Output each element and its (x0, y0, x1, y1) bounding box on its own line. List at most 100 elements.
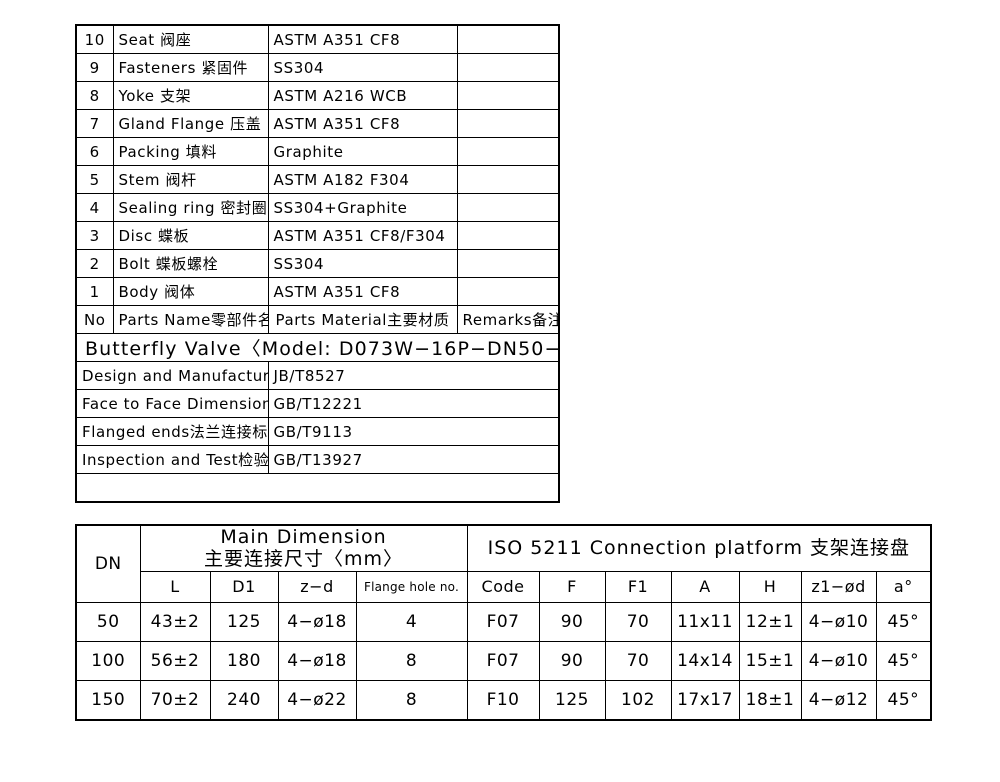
cell-z-d: 4−ø18 (277, 640, 357, 681)
part-no: 1 (75, 277, 114, 306)
cell-h: 12±1 (738, 601, 802, 642)
cell-d1: 240 (209, 679, 279, 721)
group-header-iso-line1: ISO 5211 Connection platform 支架连接盘 (487, 537, 911, 560)
cell-z1-od: 4−ø10 (800, 640, 877, 681)
cell-f: 90 (538, 601, 606, 642)
part-remarks (456, 24, 560, 54)
part-no: 4 (75, 193, 114, 222)
part-name: Packing 填料 (112, 137, 269, 166)
table-row: 3 Disc 蝶板 ASTM A351 CF8/F304 (75, 221, 560, 250)
column-header-remarks: Remarks备注 (456, 305, 560, 334)
cell-angle: 45° (875, 679, 933, 721)
standard-value: GB/T9113 (267, 417, 560, 446)
dimension-group-header-row: DN Main Dimension 主要连接尺寸〈mm〉 ISO 5211 Co… (75, 523, 933, 603)
cell-flange-hole-no: 8 (355, 679, 468, 721)
product-title-row: Butterfly Valve〈Model: D073W−16P−DN50−15… (75, 333, 560, 362)
part-remarks (456, 221, 560, 250)
part-no: 6 (75, 137, 114, 166)
table-row: 7 Gland Flange 压盖 ASTM A351 CF8 (75, 109, 560, 138)
part-no: 9 (75, 53, 114, 82)
column-header-flange-hole-no: Flange hole no. (355, 570, 468, 603)
part-material: SS304 (267, 53, 458, 82)
table-row: 2 Bolt 蝶板螺栓 SS304 (75, 249, 560, 278)
cell-z-d: 4−ø18 (277, 601, 357, 642)
part-material: SS304+Graphite (267, 193, 458, 222)
part-material: Graphite (267, 137, 458, 166)
column-header-z-d: z−d (277, 570, 357, 603)
standard-name: Inspection and Test检验与试压标准 (75, 445, 269, 474)
cell-z1-od: 4−ø12 (800, 679, 877, 721)
part-name: Gland Flange 压盖 (112, 109, 269, 138)
table-row: Flanged ends法兰连接标准 GB/T9113 (75, 417, 560, 446)
product-title: Butterfly Valve〈Model: D073W−16P−DN50−15… (75, 333, 560, 362)
cell-code: F07 (466, 640, 540, 681)
dimension-table: DN Main Dimension 主要连接尺寸〈mm〉 ISO 5211 Co… (75, 523, 933, 721)
cell-f: 90 (538, 640, 606, 681)
cell-a: 14x14 (670, 640, 740, 681)
part-remarks (456, 53, 560, 82)
cell-dn: 100 (75, 640, 141, 681)
column-header-f1: F1 (604, 570, 672, 603)
column-header-l: L (139, 570, 211, 603)
cell-l: 56±2 (139, 640, 211, 681)
column-header-no: No (75, 305, 114, 334)
part-name: Fasteners 紧固件 (112, 53, 269, 82)
group-header-main-line2: 主要连接尺寸〈mm〉 (204, 548, 404, 571)
cell-f1: 70 (604, 601, 672, 642)
part-material: ASTM A182 F304 (267, 165, 458, 194)
part-remarks (456, 165, 560, 194)
column-header-dn: DN (75, 523, 141, 603)
table-row: 5 Stem 阀杆 ASTM A182 F304 (75, 165, 560, 194)
cell-f: 125 (538, 679, 606, 721)
cell-d1: 180 (209, 640, 279, 681)
cell-angle: 45° (875, 601, 933, 642)
standard-name: Face to Face Dimensions结构长度 (75, 389, 269, 418)
cell-a: 11x11 (670, 601, 740, 642)
blank-cell (75, 473, 560, 503)
table-row: 50 43±2 125 4−ø18 4 F07 90 70 11x11 12±1… (75, 601, 933, 642)
part-no: 8 (75, 81, 114, 110)
part-remarks (456, 277, 560, 306)
part-no: 7 (75, 109, 114, 138)
cell-flange-hole-no: 8 (355, 640, 468, 681)
table-row: Inspection and Test检验与试压标准 GB/T13927 (75, 445, 560, 474)
table-row: 1 Body 阀体 ASTM A351 CF8 (75, 277, 560, 306)
group-header-iso-platform: ISO 5211 Connection platform 支架连接盘 (466, 523, 933, 572)
standard-value: GB/T13927 (267, 445, 560, 474)
table-row: 6 Packing 填料 Graphite (75, 137, 560, 166)
cell-z-d: 4−ø22 (277, 679, 357, 721)
part-name: Bolt 蝶板螺栓 (112, 249, 269, 278)
column-header-h: H (738, 570, 802, 603)
cell-z1-od: 4−ø10 (800, 601, 877, 642)
cell-a: 17x17 (670, 679, 740, 721)
column-header-a: A (670, 570, 740, 603)
column-header-code: Code (466, 570, 540, 603)
cell-h: 15±1 (738, 640, 802, 681)
table-row: 8 Yoke 支架 ASTM A216 WCB (75, 81, 560, 110)
standard-value: GB/T12221 (267, 389, 560, 418)
standard-name: Design and Manufacture设计标准 (75, 361, 269, 390)
standard-name: Flanged ends法兰连接标准 (75, 417, 269, 446)
parts-list-header-row: No Parts Name零部件名称 Parts Material主要材质 Re… (75, 305, 560, 334)
cell-code: F10 (466, 679, 540, 721)
part-name: Yoke 支架 (112, 81, 269, 110)
group-header-main-line1: Main Dimension (220, 526, 387, 548)
cell-f1: 102 (604, 679, 672, 721)
table-row: Design and Manufacture设计标准 JB/T8527 (75, 361, 560, 390)
part-name: Sealing ring 密封圈 (112, 193, 269, 222)
table-row: 9 Fasteners 紧固件 SS304 (75, 53, 560, 82)
cell-f1: 70 (604, 640, 672, 681)
column-header-d1: D1 (209, 570, 279, 603)
parts-list-table: 10 Seat 阀座 ASTM A351 CF8 9 Fasteners 紧固件… (75, 24, 560, 503)
cell-h: 18±1 (738, 679, 802, 721)
part-name: Disc 蝶板 (112, 221, 269, 250)
part-name: Seat 阀座 (112, 24, 269, 54)
table-row: 100 56±2 180 4−ø18 8 F07 90 70 14x14 15±… (75, 640, 933, 681)
part-material: ASTM A351 CF8 (267, 109, 458, 138)
part-name: Stem 阀杆 (112, 165, 269, 194)
blank-row (75, 473, 560, 503)
column-header-material: Parts Material主要材质 (267, 305, 458, 334)
part-material: ASTM A351 CF8/F304 (267, 221, 458, 250)
column-header-f: F (538, 570, 606, 603)
cell-l: 43±2 (139, 601, 211, 642)
